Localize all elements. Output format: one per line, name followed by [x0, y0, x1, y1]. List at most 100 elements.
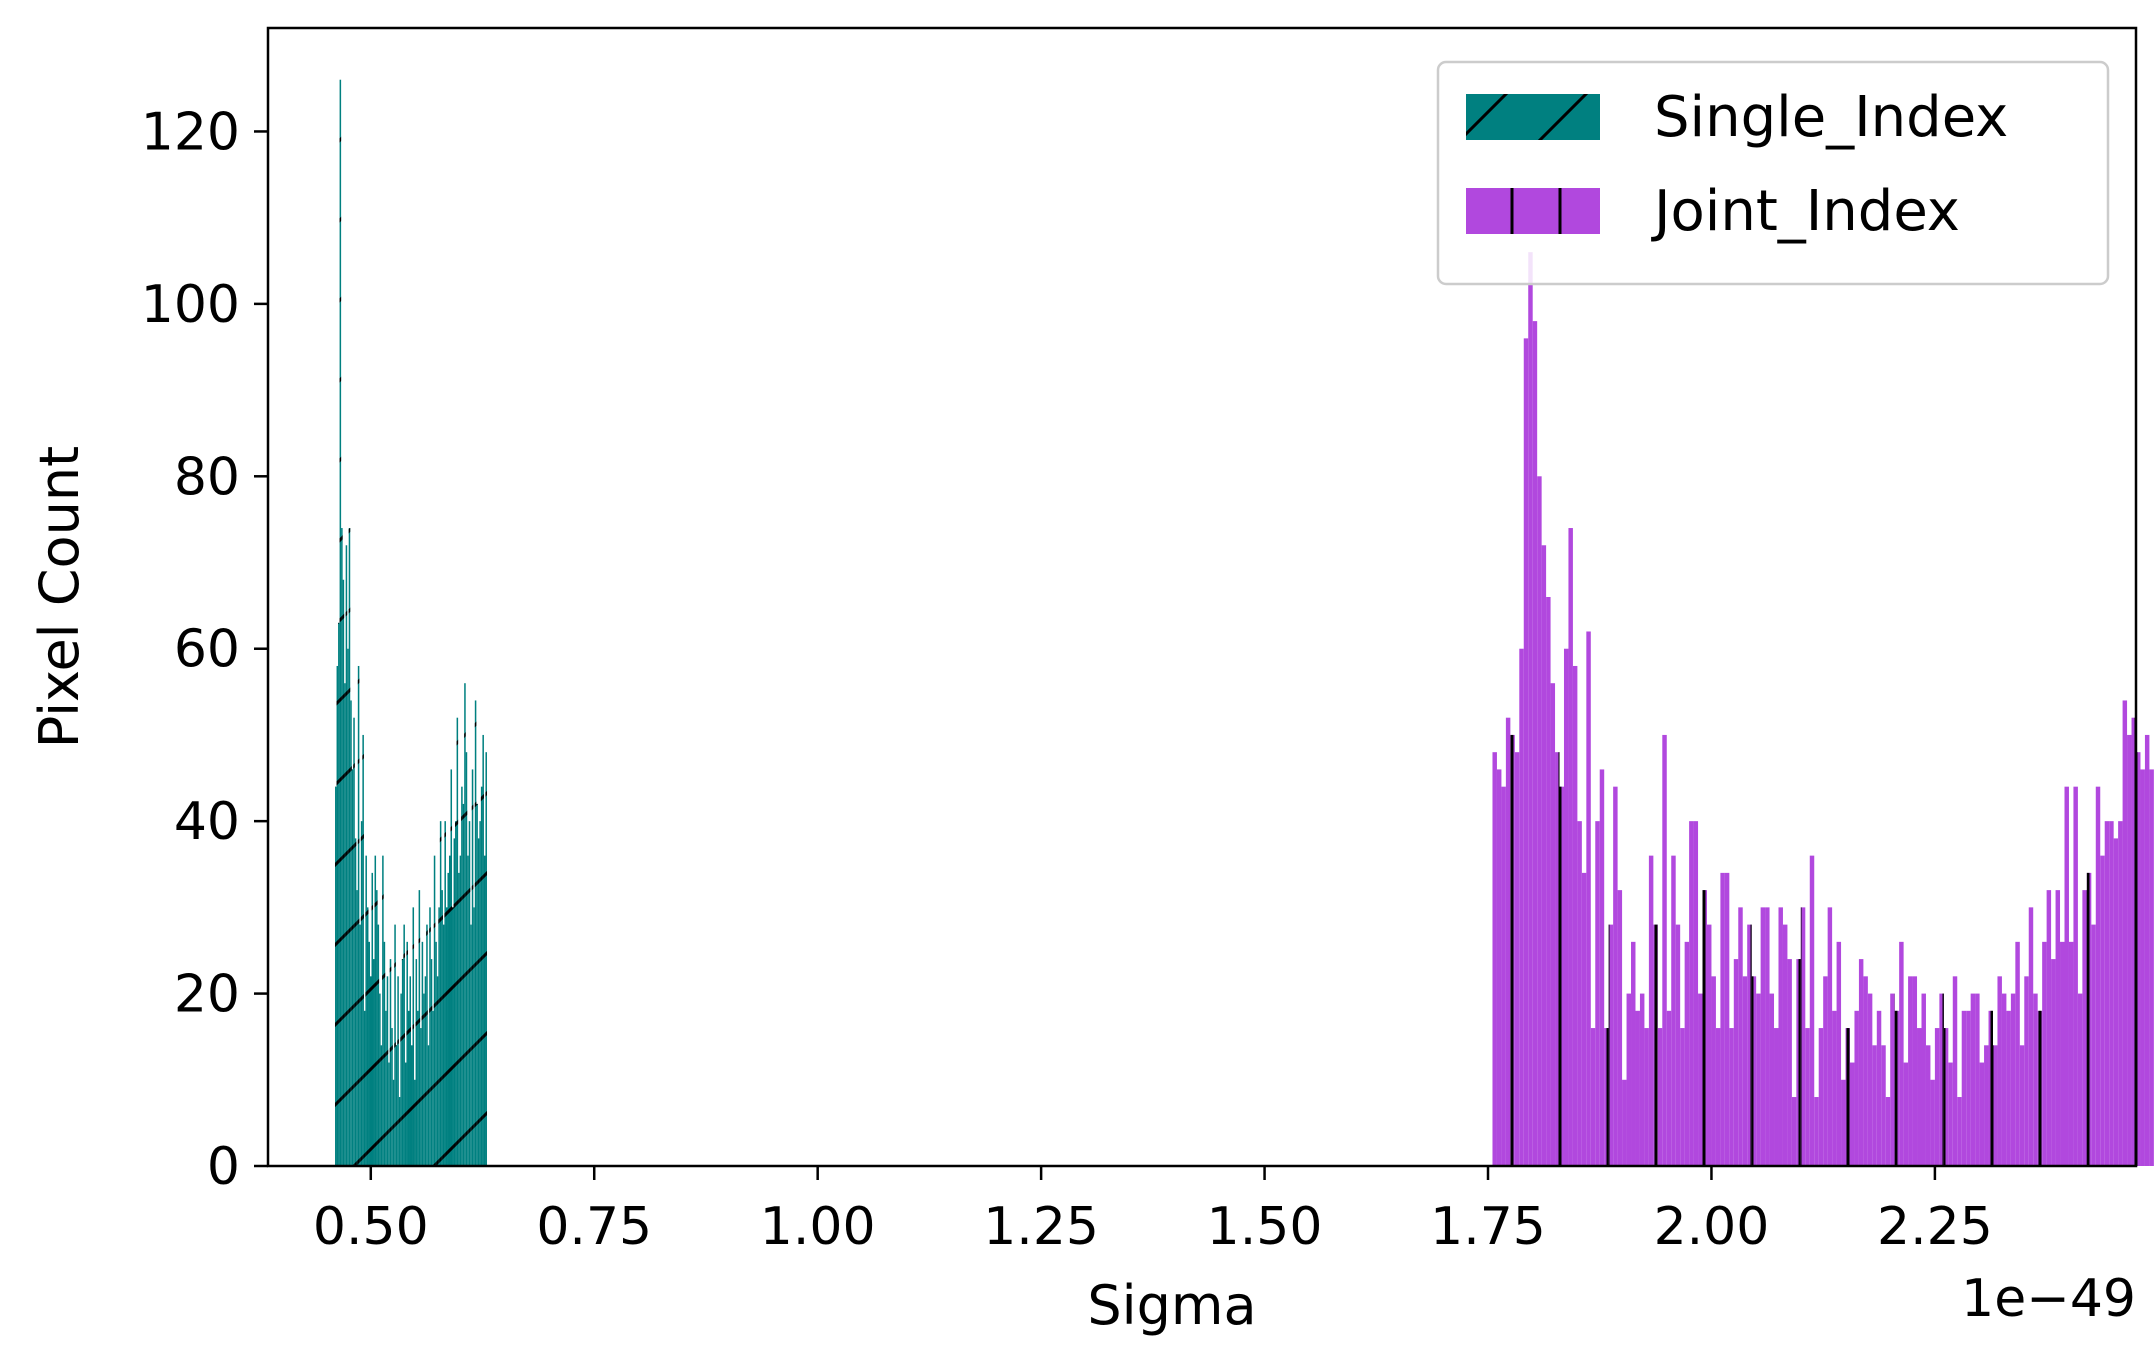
bar-hatch-single-index — [453, 838, 456, 1166]
bar-hatch-single-index — [485, 752, 487, 1166]
series-single-index — [335, 79, 487, 1166]
bar-hatch-joint-index — [1876, 1010, 1882, 1166]
bar-hatch-single-index — [479, 821, 481, 1166]
x-tick-label: 1.75 — [1430, 1197, 1546, 1257]
bar-hatch-single-index — [429, 907, 431, 1166]
bar-hatch-joint-index — [1854, 1010, 1859, 1166]
bar-hatch-joint-index — [1849, 1062, 1855, 1166]
bar-hatch-joint-index — [1885, 1097, 1891, 1166]
bar-hatch-single-index — [362, 734, 364, 1166]
y-tick-label: 120 — [141, 102, 240, 162]
bar-hatch-joint-index — [2131, 717, 2136, 1166]
y-tick-label: 40 — [174, 792, 240, 852]
bar-hatch-single-index — [450, 769, 453, 1166]
x-axis-title: Sigma — [1087, 1274, 1256, 1337]
bar-hatch-joint-index — [1912, 976, 1918, 1166]
bar-hatch-joint-index — [1939, 993, 1944, 1166]
bar-hatch-single-index — [360, 821, 363, 1166]
bar-hatch-joint-index — [1599, 769, 1605, 1166]
bar-hatch-single-index — [382, 855, 384, 1166]
bar-hatch-joint-index — [1505, 717, 1511, 1166]
bar-hatch-joint-index — [1631, 941, 1636, 1166]
x-tick-label: 1.25 — [983, 1197, 1099, 1257]
bar-hatch-single-index — [385, 1010, 387, 1166]
bar-hatch-single-index — [342, 579, 345, 1166]
bar-hatch-single-index — [369, 976, 372, 1166]
bar-hatch-single-index — [423, 993, 425, 1166]
bar-hatch-single-index — [421, 941, 424, 1166]
bar-hatch-joint-index — [1992, 1045, 1998, 1166]
bar-hatch-single-index — [445, 907, 448, 1166]
bar-hatch-single-index — [336, 665, 339, 1166]
bar-hatch-joint-index — [1765, 907, 1770, 1166]
bar-hatch-single-index — [444, 821, 446, 1166]
bar-hatch-single-index — [359, 924, 361, 1166]
bar-hatch-single-index — [380, 1045, 383, 1166]
bar-hatch-joint-index — [1769, 993, 1775, 1166]
bar-hatch-single-index — [392, 1079, 395, 1166]
bar-hatch-joint-index — [1751, 976, 1757, 1166]
bar-hatch-single-index — [389, 959, 392, 1166]
bar-hatch-single-index — [476, 803, 478, 1166]
bar-hatch-joint-index — [1613, 786, 1618, 1166]
bar-hatch-joint-index — [1546, 597, 1551, 1166]
y-axis: 0 20 40 60 80 100 120 — [141, 102, 268, 1197]
bar-hatch-joint-index — [2001, 993, 2007, 1166]
bar-hatch-joint-index — [2109, 821, 2114, 1166]
bar-hatch-single-index — [471, 769, 474, 1166]
bar-hatch-joint-index — [2113, 838, 2119, 1166]
bar-hatch-joint-index — [2077, 993, 2083, 1166]
bar-hatch-single-index — [474, 700, 477, 1166]
bar-hatch-joint-index — [1805, 1028, 1810, 1166]
bar-hatch-joint-index — [1970, 993, 1976, 1166]
bar-hatch-single-index — [470, 924, 472, 1166]
bar-hatch-joint-index — [1742, 976, 1748, 1166]
bar-hatch-single-index — [420, 1028, 422, 1166]
bar-hatch-single-index — [345, 545, 348, 1166]
bar-hatch-joint-index — [2019, 1045, 2025, 1166]
legend-label-joint-index: Joint_Index — [1651, 179, 1960, 244]
bar-hatch-joint-index — [1680, 1028, 1685, 1166]
bar-hatch-joint-index — [1934, 1028, 1940, 1166]
bar-hatch-joint-index — [1523, 338, 1529, 1166]
bar-hatch-single-index — [351, 769, 354, 1166]
bar-hatch-joint-index — [2127, 734, 2132, 1166]
bar-hatch-single-index — [338, 622, 340, 1166]
bar-hatch-single-index — [365, 855, 367, 1166]
bar-hatch-joint-index — [2068, 941, 2074, 1166]
bar-hatch-single-index — [461, 786, 463, 1166]
bar-hatch-single-index — [412, 907, 415, 1166]
bar-hatch-single-index — [371, 872, 374, 1166]
bar-hatch-joint-index — [1635, 1010, 1640, 1166]
bar-hatch-joint-index — [1581, 872, 1587, 1166]
bar-hatch-joint-index — [2118, 821, 2123, 1166]
bar-hatch-single-index — [455, 821, 457, 1166]
bar-hatch-joint-index — [1738, 907, 1743, 1166]
bar-hatch-single-index — [398, 1097, 401, 1166]
bar-hatch-single-index — [403, 924, 405, 1166]
bar-hatch-joint-index — [2042, 941, 2047, 1166]
bar-hatch-joint-index — [1809, 855, 1815, 1166]
bar-hatch-single-index — [357, 665, 360, 1166]
bar-hatch-single-index — [448, 855, 451, 1166]
bar-hatch-joint-index — [2010, 993, 2016, 1166]
bar-hatch-joint-index — [1706, 924, 1712, 1166]
bar-hatch-single-index — [400, 993, 402, 1166]
bar-hatch-single-index — [432, 1010, 434, 1166]
bar-hatch-joint-index — [1724, 872, 1730, 1166]
bar-hatch-single-index — [374, 855, 377, 1166]
legend-entry-single-index: Single_Index — [1466, 85, 2008, 150]
bar-hatch-joint-index — [1729, 1028, 1734, 1166]
bar-hatch-joint-index — [1492, 752, 1497, 1166]
bar-hatch-single-index — [395, 1045, 398, 1166]
bar-hatch-joint-index — [1800, 907, 1806, 1166]
bar-hatch-single-index — [386, 976, 389, 1166]
bar-hatch-joint-index — [2144, 734, 2150, 1166]
bar-hatch-joint-index — [2037, 1010, 2043, 1166]
bar-hatch-joint-index — [2073, 786, 2078, 1166]
bar-hatch-single-index — [350, 700, 352, 1166]
bar-hatch-joint-index — [1510, 734, 1515, 1166]
bar-hatch-single-index — [426, 924, 428, 1166]
bar-hatch-single-index — [438, 907, 440, 1166]
bar-hatch-single-index — [411, 1045, 413, 1166]
